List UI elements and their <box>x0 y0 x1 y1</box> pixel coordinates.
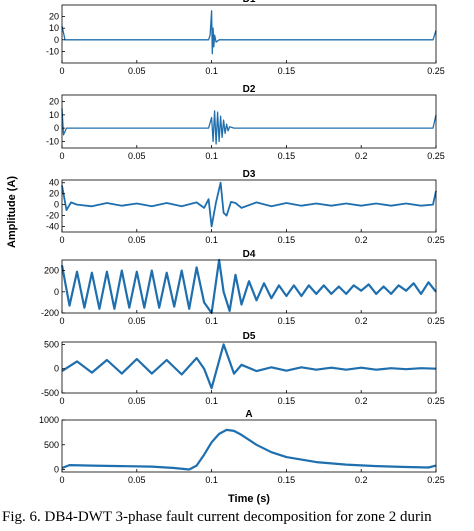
panel-d5-title: D5 <box>243 331 256 342</box>
panel-d3-x-tick-label: 0.1 <box>205 235 218 245</box>
panel-d3-x-tick-label: 0.15 <box>278 235 296 245</box>
panel-d4-title: D4 <box>243 249 256 260</box>
panel-d4-y-tick-label: -200 <box>41 308 59 318</box>
panel-d2-x-tick-label: 0.25 <box>427 151 445 161</box>
panel-d5-x-tick-label: 0.15 <box>278 396 296 406</box>
panel-a-x-tick-label: 0.25 <box>427 475 445 485</box>
panel-d2-x-tick-label: 0.15 <box>278 151 296 161</box>
panel-d4-x-tick-label: 0.15 <box>278 316 296 326</box>
panel-d3-axes-box <box>61 179 437 233</box>
panel-d3-x-tick-label: 0 <box>59 235 64 245</box>
y-axis-label: Amplitude (A) <box>6 176 18 248</box>
panel-d3-y-tick-label: 0 <box>54 200 59 210</box>
panel-a-y-tick-label: 0 <box>54 465 59 475</box>
panel-d2-x-tick-label: 0 <box>59 151 64 161</box>
panel-a-axes-box <box>61 419 437 473</box>
panel-d5-series-line <box>61 343 437 390</box>
panel-d5-y-tick-label: 500 <box>44 339 59 349</box>
panel-d3-title: D3 <box>243 169 256 180</box>
panel-d2-x-tick-label: 0.1 <box>205 151 218 161</box>
panel-a-x-tick-label: 0 <box>59 475 64 485</box>
panel-d1-y-tick-label: -10 <box>46 46 59 56</box>
panel-d1-x-tick-label: 0 <box>59 66 64 76</box>
panel-d3-x-tick-label: 0.2 <box>355 235 368 245</box>
panel-d1-y-tick-label: 20 <box>49 12 59 22</box>
panel-d4-x-tick-label: 0.05 <box>128 316 146 326</box>
panel-d5-x-tick-label: 0 <box>59 396 64 406</box>
panel-d1-y-tick-label: 0 <box>54 35 59 45</box>
panel-d5-y-tick-label: -500 <box>41 388 59 398</box>
panel-d4-x-tick-label: 0.2 <box>355 316 368 326</box>
panel-a-x-tick-label: 0.05 <box>128 475 146 485</box>
panel-d1-x-tick-label: 0.15 <box>278 66 296 76</box>
panel-d5-x-tick-label: 0.1 <box>205 396 218 406</box>
x-axis-label: Time (s) <box>228 493 270 505</box>
panel-a-x-tick-label: 0.2 <box>355 475 368 485</box>
panel-d4-series-line <box>60 258 437 315</box>
panel-d1-axes-box <box>61 4 437 64</box>
panel-a-series-line <box>61 428 437 471</box>
panel-d3-y-tick-label: 20 <box>49 189 59 199</box>
panel-d5-x-tick-label: 0.25 <box>427 396 445 406</box>
panel-d2-y-tick-label: 0 <box>54 123 59 133</box>
panel-d1-y-tick-label: 10 <box>49 23 59 33</box>
panel-d3-y-tick-label: -40 <box>46 222 59 232</box>
panel-a-x-tick-label: 0.15 <box>278 475 296 485</box>
panel-d3-x-tick-label: 0.25 <box>427 235 445 245</box>
panel-a-y-tick-label: 500 <box>44 440 59 450</box>
panel-d1-x-tick-label: 0.25 <box>427 66 445 76</box>
panel-d3-x-tick-label: 0.05 <box>128 235 146 245</box>
panel-d2-x-tick-label: 0.05 <box>128 151 146 161</box>
panel-a-title: A <box>245 409 252 420</box>
panel-a-y-tick-label: 1000 <box>39 415 59 425</box>
panel-d2-title: D2 <box>243 84 256 95</box>
panel-d2-x-tick-label: 0.2 <box>355 151 368 161</box>
panel-d4-axes-box <box>61 259 437 314</box>
panel-d1-title: D1 <box>243 0 256 5</box>
panel-d4-y-tick-label: 0 <box>54 287 59 297</box>
panel-d2-axes-box <box>61 94 437 149</box>
panel-d5-y-tick-label: 0 <box>54 364 59 374</box>
panel-d2-y-tick-label: 10 <box>49 110 59 120</box>
panel-d2-y-tick-label: -10 <box>46 136 59 146</box>
panel-d5-x-tick-label: 0.05 <box>128 396 146 406</box>
panel-d2-series-line <box>61 108 437 145</box>
panel-d3-y-tick-label: 40 <box>49 178 59 188</box>
panel-d1-x-tick-label: 0.05 <box>128 66 146 76</box>
panel-a-x-tick-label: 0.1 <box>205 475 218 485</box>
panel-d2-y-tick-label: 20 <box>49 97 59 107</box>
panel-d3-series-line <box>61 181 437 228</box>
panel-d5-x-tick-label: 0.2 <box>355 396 368 406</box>
panel-d1-x-tick-label: 0.1 <box>205 66 218 76</box>
figure: Amplitude (A) Time (s) D1 0 0.05 0.1 0.15 0.2… <box>6 0 445 505</box>
panel-d1-series-line <box>61 10 437 55</box>
panel-d4-x-tick-label: 0.25 <box>427 316 445 326</box>
figure-caption: Fig. 6. DB4-DWT 3-phase fault current de… <box>2 509 432 525</box>
panel-d3-y-tick-label: -20 <box>46 211 59 221</box>
panel-d4-x-tick-label: 0 <box>59 316 64 326</box>
panel-d5-axes-box <box>61 341 437 394</box>
panel-d4-y-tick-label: 200 <box>44 266 59 276</box>
panel-d4-x-tick-label: 0.1 <box>205 316 218 326</box>
